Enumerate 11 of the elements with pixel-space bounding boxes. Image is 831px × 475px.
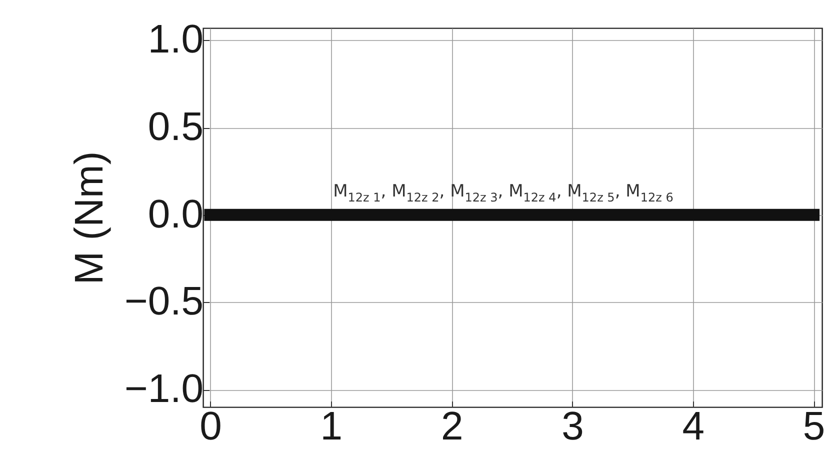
x-tick-label: 1 (320, 404, 343, 448)
y-tick-label: −0.5 (124, 280, 204, 324)
text: M$_{12z 1}$, M$_{12z 2}$, M$_{12z 3}$, M$_{12z 4}$, M$_{12z 5}$, M$_{12z 6}$ (333, 182, 674, 205)
y-tick-label: 1.0 (148, 18, 204, 62)
x-tick-label: 3 (562, 404, 584, 448)
x-tick-label: 5 (802, 404, 826, 448)
x-tick-label: 2 (440, 404, 464, 448)
y-tick-label: 0.0 (148, 192, 204, 236)
y-axis-title: M (Nm) (68, 151, 112, 285)
x-tick-label: 4 (682, 404, 705, 448)
y-tick-label: 0.5 (148, 105, 204, 150)
